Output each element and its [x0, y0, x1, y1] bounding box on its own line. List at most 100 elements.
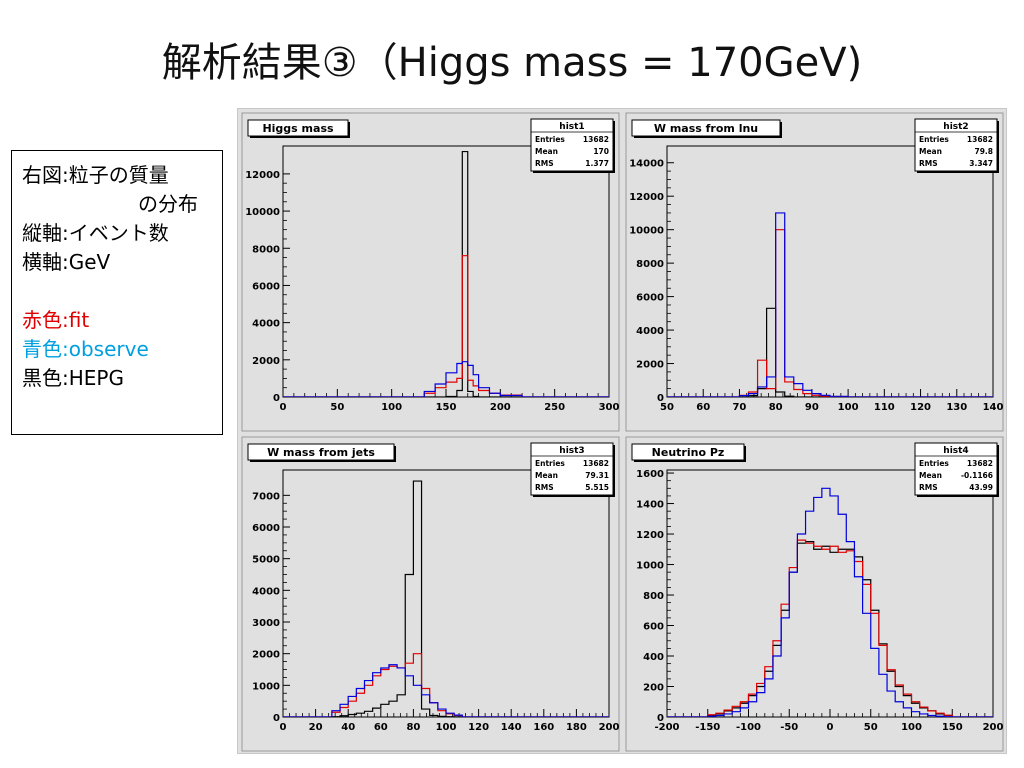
x-tick-label: 180 — [566, 722, 587, 733]
x-tick-label: -200 — [654, 722, 679, 733]
legend-sep: : — [62, 221, 69, 245]
x-tick-label: 120 — [468, 722, 489, 733]
legend-sep: : — [62, 337, 69, 361]
x-tick-label: 0 — [280, 722, 287, 733]
legend-val-figure-cont: の分布 — [138, 192, 198, 216]
x-tick-label: 140 — [983, 402, 1004, 413]
stats-name: hist2 — [943, 122, 968, 132]
stats-label: Entries — [535, 459, 565, 468]
plot-frame — [666, 145, 994, 398]
legend-key-fit: 赤色 — [22, 308, 62, 332]
series-fit — [283, 653, 609, 717]
histogram-figure: 0 2000 4000 6000 8000 10000 12000 0 50 100 150 200 2… — [237, 108, 1007, 754]
legend-row-observe: 青色:observe — [22, 335, 222, 364]
y-tick-label: 6000 — [636, 293, 664, 304]
stats-label: Entries — [535, 135, 565, 144]
legend-key-observe: 青色 — [22, 337, 62, 361]
histogram-title: W mass from lnu — [654, 122, 758, 135]
y-tick-label: 200 — [643, 683, 664, 694]
y-tick-label: 1000 — [252, 681, 280, 692]
y-tick-label: 1600 — [636, 469, 664, 480]
legend-val-horizontal: GeV — [68, 250, 111, 274]
x-tick-label: 90 — [805, 402, 819, 413]
pad-frame — [241, 112, 620, 432]
title-box — [247, 443, 395, 461]
x-tick-label: 120 — [910, 402, 931, 413]
x-tick-label: 200 — [599, 722, 620, 733]
stats-value: 13682 — [967, 135, 993, 144]
histogram-pad-3: 0 1000 2000 3000 4000 5000 6000 7000 0 20 40 60 80 10… — [241, 436, 620, 752]
y-tick-label: 0 — [273, 713, 280, 724]
plot-frame — [282, 145, 610, 398]
stats-value: 13682 — [583, 459, 609, 468]
x-tick-label: -150 — [695, 722, 720, 733]
stats-value: 3.347 — [969, 159, 993, 168]
x-tick-label: 100 — [838, 402, 859, 413]
x-tick-label: 40 — [341, 722, 355, 733]
x-tick-label: 300 — [599, 402, 620, 413]
y-tick-label: 12000 — [629, 192, 664, 203]
x-tick-label: 100 — [381, 402, 402, 413]
stats-value: 1.377 — [585, 159, 609, 168]
series-fit — [667, 229, 993, 397]
stats-label: RMS — [919, 159, 938, 168]
x-tick-label: 200 — [490, 402, 511, 413]
legend-row-vertical-axis: 縦軸:イベント数 — [22, 219, 222, 248]
y-tick-label: 3000 — [252, 618, 280, 629]
histogram-title: W mass from jets — [267, 446, 375, 459]
y-tick-label: 0 — [273, 393, 280, 404]
legend-row-hepg: 黒色:HEPG — [22, 364, 222, 393]
legend-sep: : — [62, 163, 69, 187]
y-tick-label: 14000 — [629, 159, 664, 170]
stats-value: 79.8 — [974, 147, 993, 156]
x-tick-label: -100 — [736, 722, 761, 733]
series-fit — [667, 539, 993, 717]
stats-name: hist4 — [943, 446, 968, 456]
legend-val-fit: fit — [68, 308, 90, 332]
stats-box — [914, 118, 998, 172]
legend-val-hepg: HEPG — [68, 366, 124, 390]
x-tick-label: 0 — [827, 722, 834, 733]
stats-label: Mean — [919, 147, 942, 156]
legend-row-horizontal-axis: 横軸:GeV — [22, 248, 222, 277]
legend-key-figure: 右図 — [22, 163, 62, 187]
x-tick-label: 100 — [901, 722, 922, 733]
legend-box: 右図:粒子の質量 の分布 縦軸:イベント数 横軸:GeV 赤色:fit 青色:o… — [11, 150, 223, 435]
stats-box — [530, 118, 614, 172]
stats-box — [914, 442, 998, 496]
stats-value: 43.99 — [969, 483, 993, 492]
stats-value: -0.1166 — [961, 471, 993, 480]
x-tick-label: 50 — [864, 722, 878, 733]
stats-label: Mean — [535, 471, 558, 480]
y-tick-label: 4000 — [252, 586, 280, 597]
series-hepg — [667, 307, 993, 397]
histogram-pad-2: 0 2000 4000 6000 8000 10000 12000 14000 50 60 70 80… — [625, 112, 1004, 432]
pad-frame — [241, 436, 620, 752]
y-tick-label: 400 — [643, 652, 664, 663]
pad-frame — [625, 112, 1004, 432]
x-tick-label: 150 — [436, 402, 457, 413]
stats-label: RMS — [535, 159, 554, 168]
series-hepg — [283, 480, 609, 717]
legend-key-horizontal: 横軸 — [22, 250, 62, 274]
stats-name: hist3 — [559, 446, 584, 456]
legend-val-observe: observe — [68, 337, 149, 361]
title-box — [247, 119, 349, 137]
stats-value: 13682 — [583, 135, 609, 144]
series-observe — [283, 664, 609, 717]
y-tick-label: 1400 — [636, 500, 664, 511]
legend-key-vertical: 縦軸 — [22, 221, 62, 245]
stats-label: Entries — [919, 459, 949, 468]
y-tick-label: 800 — [643, 591, 664, 602]
x-tick-label: 60 — [696, 402, 710, 413]
y-tick-label: 1200 — [636, 530, 664, 541]
x-tick-label: 80 — [406, 722, 420, 733]
stats-name: hist1 — [559, 122, 584, 132]
y-tick-label: 7000 — [252, 491, 280, 502]
series-observe — [283, 361, 609, 397]
series-hepg — [667, 541, 993, 717]
x-tick-label: 100 — [436, 722, 457, 733]
y-tick-label: 8000 — [252, 244, 280, 255]
